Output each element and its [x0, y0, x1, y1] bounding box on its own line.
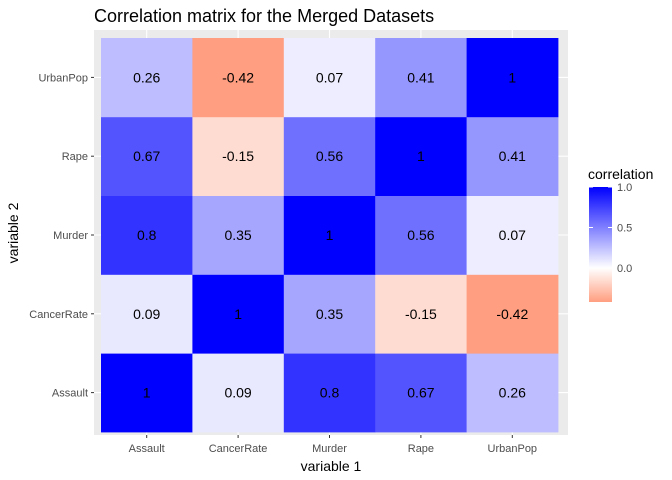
heatmap-cell-rape-urbanpop: [375, 38, 467, 118]
cell-value-label: 0.56: [316, 148, 343, 164]
heatmap-cell-cancerrate-murder: [192, 195, 285, 275]
legend: correlation 1.0 0.5 0.0: [588, 166, 653, 302]
heatmap-cell-murder-urbanpop: [283, 38, 376, 118]
y-axis-title: variable 2: [5, 202, 21, 263]
heatmap-cell-rape-assault: [375, 353, 467, 433]
heatmap-cell-assault-assault: [101, 353, 193, 433]
heatmap-cell-urbanpop-assault: [466, 353, 559, 433]
x-tick-label: Rape: [408, 443, 434, 455]
x-tick-label: Murder: [312, 443, 347, 455]
heatmap-cells: 1 0.09 0.8 0.67 0.26 0.09 1 0.35 -0.15 -0.42 0.8 0.…: [101, 38, 559, 433]
heatmap-cell-urbanpop-rape: [466, 116, 559, 196]
cell-value-label: 0.67: [407, 385, 434, 401]
legend-tick-label: 0.0: [617, 263, 632, 275]
cell-value-label: -0.42: [496, 306, 528, 322]
heatmap-cell-murder-cancerrate: [283, 274, 376, 354]
cell-value-label: 0.8: [320, 385, 340, 401]
cell-value-label: 0.8: [137, 227, 157, 243]
y-tick-label: Murder: [53, 230, 88, 242]
heatmap-cell-cancerrate-assault: [192, 353, 285, 433]
cell-value-label: 0.35: [224, 227, 251, 243]
cell-value-label: -0.42: [222, 69, 254, 85]
heatmap-cell-assault-urbanpop: [101, 38, 193, 118]
chart-title: Correlation matrix for the Merged Datase…: [94, 6, 434, 26]
cell-value-label: 0.07: [499, 227, 526, 243]
legend-tick-label: 1.0: [617, 182, 632, 194]
x-axis-title: variable 1: [301, 458, 362, 474]
cell-value-label: -0.15: [222, 148, 254, 164]
x-tick-label: CancerRate: [209, 443, 268, 455]
x-tick-label: UrbanPop: [488, 443, 538, 455]
heatmap-cell-murder-assault: [283, 353, 376, 433]
y-tick-label: Rape: [62, 151, 88, 163]
cell-value-label: 0.26: [499, 385, 526, 401]
cell-value-label: 0.41: [407, 69, 434, 85]
cell-value-label: 0.09: [224, 385, 251, 401]
heatmap-cell-cancerrate-cancerrate: [192, 274, 285, 354]
cell-value-label: 0.07: [316, 69, 343, 85]
cell-value-label: 0.26: [133, 69, 160, 85]
cell-value-label: 0.56: [407, 227, 434, 243]
legend-ticks: 1.0 0.5 0.0: [589, 182, 632, 275]
legend-title: correlation: [588, 166, 653, 182]
y-tick-label: UrbanPop: [38, 72, 88, 84]
cell-value-label: -0.15: [405, 306, 437, 322]
cell-value-label: 1: [234, 306, 242, 322]
heatmap-cell-murder-rape: [283, 116, 376, 196]
legend-colorbar: [589, 187, 612, 302]
x-tick-label: Assault: [129, 443, 165, 455]
heatmap-cell-cancerrate-rape: [192, 116, 285, 196]
y-axis: Assault CancerRate Murder Rape UrbanPop: [29, 72, 94, 400]
heatmap-cell-urbanpop-cancerrate: [466, 274, 559, 354]
heatmap-cell-urbanpop-murder: [466, 195, 559, 275]
heatmap-cell-assault-cancerrate: [101, 274, 193, 354]
cell-value-label: 1: [508, 69, 516, 85]
heatmap-cell-cancerrate-urbanpop: [192, 38, 285, 118]
heatmap-cell-urbanpop-urbanpop: [466, 38, 559, 118]
legend-tick-label: 0.5: [617, 222, 632, 234]
cell-value-label: 1: [143, 385, 151, 401]
heatmap-cell-murder-murder: [283, 195, 376, 275]
x-axis: Assault CancerRate Murder Rape UrbanPop: [129, 435, 537, 455]
cell-value-label: 0.67: [133, 148, 160, 164]
cell-value-label: 1: [417, 148, 425, 164]
y-tick-label: Assault: [52, 388, 88, 400]
heatmap-cell-rape-murder: [375, 195, 467, 275]
cell-value-label: 0.09: [133, 306, 160, 322]
heatmap-cell-rape-rape: [375, 116, 467, 196]
heatmap-cell-assault-rape: [101, 116, 193, 196]
y-tick-label: CancerRate: [29, 309, 88, 321]
cell-value-label: 0.35: [316, 306, 343, 322]
heatmap-cell-assault-murder: [101, 195, 193, 275]
cell-value-label: 1: [326, 227, 334, 243]
cell-value-label: 0.41: [499, 148, 526, 164]
heatmap-cell-rape-cancerrate: [375, 274, 467, 354]
